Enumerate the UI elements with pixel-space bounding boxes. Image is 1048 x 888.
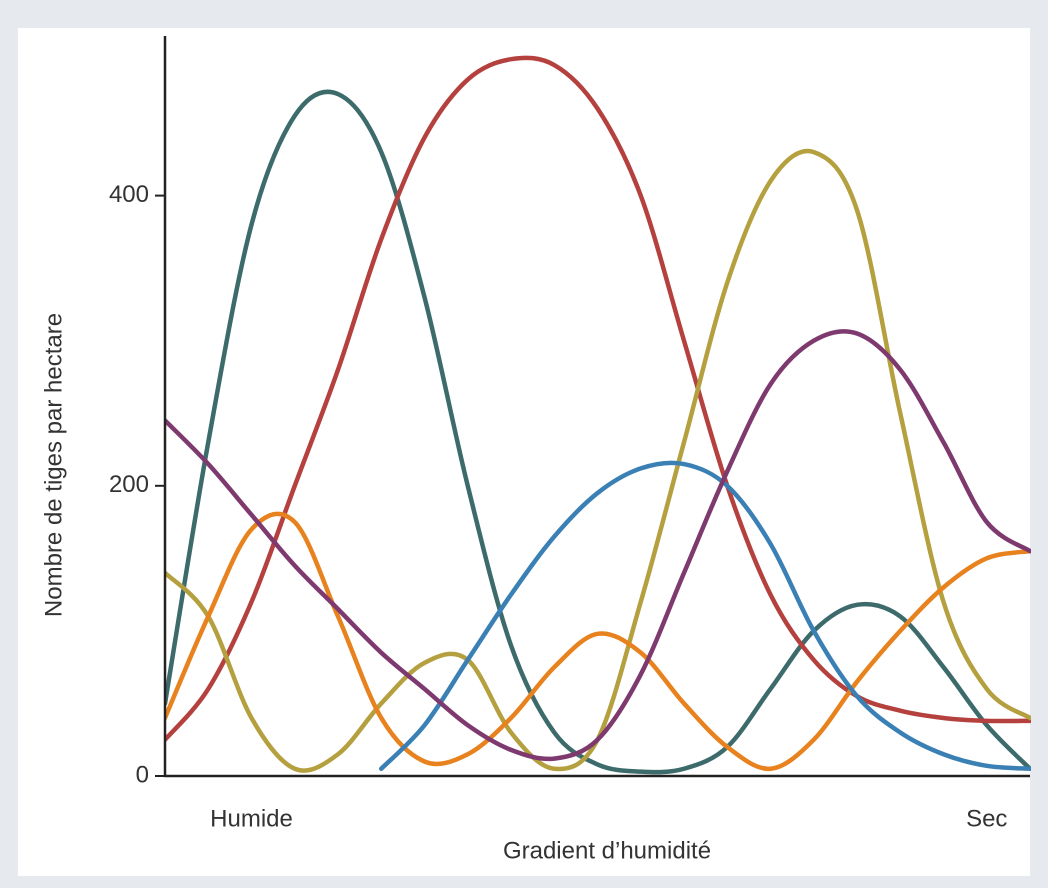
panel [18, 28, 1030, 876]
y-tick-label: 200 [109, 471, 149, 498]
series-line [165, 148, 1031, 773]
y-axis-label: Nombre de tiges par hectare [40, 313, 67, 617]
series-line [379, 460, 1031, 771]
series-line [165, 511, 1031, 771]
x-tick-label: Humide [210, 805, 293, 832]
x-axis-label: Gradient d’humidité [503, 837, 711, 864]
series-line [165, 89, 1031, 775]
lines [165, 55, 1031, 775]
x-tick-label: Sec [966, 805, 1007, 832]
y-tick-label: 0 [136, 761, 149, 788]
series-line [165, 329, 1031, 762]
y-tick-label: 400 [109, 181, 149, 208]
